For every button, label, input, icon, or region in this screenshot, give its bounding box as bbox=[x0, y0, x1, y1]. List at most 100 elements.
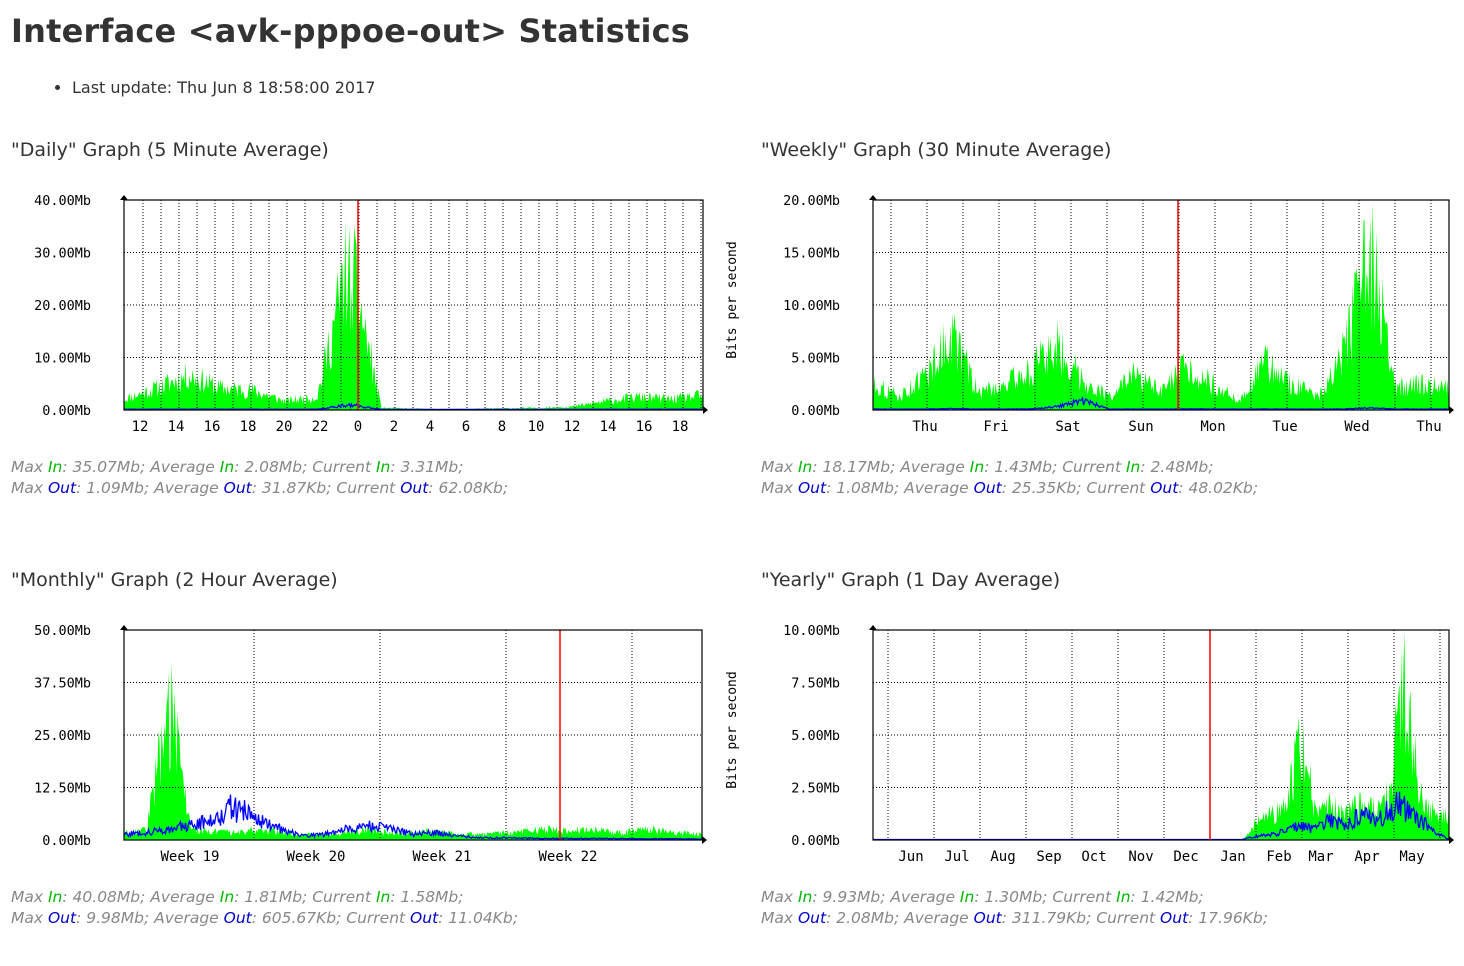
weekly-stats: Max In: 18.17Mb; Average In: 1.43Mb; Cur… bbox=[761, 457, 1258, 499]
daily-y-tick-label: 10.00Mb bbox=[34, 351, 91, 367]
weekly-x-tick-label: Mon bbox=[1200, 419, 1225, 435]
daily-x-tick-label: 14 bbox=[168, 419, 185, 435]
weekly-y-tick-label: 15.00Mb bbox=[783, 246, 840, 262]
daily-x-tick-label: 2 bbox=[390, 419, 398, 435]
yearly-x-tick-label: Sep bbox=[1036, 849, 1061, 865]
daily-x-tick-label: 18 bbox=[672, 419, 689, 435]
monthly-y-arrow bbox=[120, 625, 128, 630]
yearly-x-tick-label: Mar bbox=[1308, 849, 1333, 865]
yearly-x-tick-label: Jul bbox=[944, 849, 969, 865]
yearly-x-tick-label: Oct bbox=[1081, 849, 1106, 865]
monthly-series-out-line bbox=[123, 794, 702, 840]
monthly-stats-in: Max In: 40.08Mb; Average In: 1.81Mb; Cur… bbox=[11, 888, 464, 906]
monthly-x-arrow bbox=[702, 836, 707, 844]
monthly-x-tick-label: Week 20 bbox=[286, 849, 345, 865]
weekly-y-tick-label: 10.00Mb bbox=[783, 298, 840, 314]
daily-panel: "Daily" Graph (5 Minute Average) 0.00Mb 1… bbox=[11, 139, 731, 519]
yearly-graph-title: "Yearly" Graph (1 Day Average) bbox=[761, 569, 1061, 591]
daily-x-tick-label: 22 bbox=[312, 419, 329, 435]
weekly-x-tick-label: Sun bbox=[1128, 419, 1153, 435]
daily-x-tick-label: 6 bbox=[462, 419, 470, 435]
page-title: Interface <avk-pppoe-out> Statistics bbox=[11, 12, 691, 50]
monthly-panel: "Monthly" Graph (2 Hour Average) 0.00Mb 1… bbox=[11, 569, 731, 949]
daily-x-arrow bbox=[703, 406, 708, 414]
yearly-x-tick-label: Nov bbox=[1128, 849, 1153, 865]
monthly-y-tick-label: 25.00Mb bbox=[34, 728, 91, 744]
weekly-x-arrow bbox=[1449, 406, 1454, 414]
weekly-x-tick-label: Sat bbox=[1055, 419, 1080, 435]
monthly-stats: Max In: 40.08Mb; Average In: 1.81Mb; Cur… bbox=[11, 887, 518, 929]
yearly-stats: Max In: 9.93Mb; Average In: 1.30Mb; Curr… bbox=[761, 887, 1268, 929]
yearly-x-tick-label: May bbox=[1399, 849, 1424, 865]
daily-x-tick-label: 4 bbox=[426, 419, 434, 435]
daily-y-tick-label: 30.00Mb bbox=[34, 246, 91, 262]
weekly-y-tick-label: 5.00Mb bbox=[791, 351, 840, 367]
yearly-x-tick-label: Apr bbox=[1354, 849, 1379, 865]
yearly-y-arrow bbox=[869, 625, 877, 630]
daily-graph: 0.00Mb 10.00Mb 20.00Mb 30.00Mb 40.00Mb 12 14 16… bbox=[34, 193, 708, 435]
monthly-graph: 0.00Mb 12.50Mb 25.00Mb 37.50Mb 50.00Mb Week 1… bbox=[34, 623, 707, 865]
weekly-y-tick-label: 20.00Mb bbox=[783, 193, 840, 209]
daily-x-tick-label: 12 bbox=[132, 419, 149, 435]
yearly-x-tick-label: Feb bbox=[1266, 849, 1291, 865]
monthly-graph-title: "Monthly" Graph (2 Hour Average) bbox=[11, 569, 338, 591]
daily-x-tick-label: 0 bbox=[354, 419, 362, 435]
weekly-x-tick-label: Fri bbox=[983, 419, 1008, 435]
monthly-stats-out: Max Out: 9.98Mb; Average Out: 605.67Kb; … bbox=[11, 909, 518, 927]
weekly-y-arrow bbox=[869, 195, 877, 200]
yearly-y-tick-label: 7.50Mb bbox=[791, 676, 840, 692]
daily-x-tick-label: 8 bbox=[498, 419, 506, 435]
meta-list: Last update: Thu Jun 8 18:58:00 2017 bbox=[30, 78, 375, 97]
weekly-x-tick-label: Thu bbox=[1416, 419, 1441, 435]
yearly-x-tick-label: Aug bbox=[990, 849, 1015, 865]
yearly-graph: 0.00Mb 2.50Mb 5.00Mb 7.50Mb 10.00Mb Jun Jul Aug… bbox=[725, 623, 1454, 865]
yearly-y-tick-label: 0.00Mb bbox=[791, 833, 840, 849]
daily-x-tick-label: 10 bbox=[528, 419, 545, 435]
weekly-graph: 0.00Mb 5.00Mb 10.00Mb 15.00Mb 20.00Mb Thu Fri S… bbox=[725, 193, 1454, 435]
daily-y-tick-label: 0.00Mb bbox=[42, 403, 91, 419]
daily-x-tick-label: 16 bbox=[204, 419, 221, 435]
monthly-x-tick-label: Week 19 bbox=[160, 849, 219, 865]
daily-graph-title: "Daily" Graph (5 Minute Average) bbox=[11, 139, 329, 161]
yearly-x-tick-label: Dec bbox=[1173, 849, 1198, 865]
weekly-graph-title: "Weekly" Graph (30 Minute Average) bbox=[761, 139, 1112, 161]
daily-x-tick-label: 20 bbox=[276, 419, 293, 435]
weekly-series-in-area bbox=[873, 201, 1449, 410]
weekly-panel: "Weekly" Graph (30 Minute Average) 0.00M… bbox=[725, 139, 1464, 519]
yearly-panel: "Yearly" Graph (1 Day Average) 0.00Mb 2.5… bbox=[725, 569, 1464, 949]
weekly-series-out-line bbox=[873, 396, 1449, 410]
yearly-y-tick-label: 10.00Mb bbox=[783, 623, 840, 639]
daily-frame bbox=[123, 199, 704, 411]
daily-y-tick-label: 20.00Mb bbox=[34, 298, 91, 314]
yearly-x-arrow bbox=[1449, 836, 1454, 844]
monthly-y-tick-label: 37.50Mb bbox=[34, 676, 91, 692]
monthly-x-tick-label: Week 22 bbox=[538, 849, 597, 865]
yearly-frame bbox=[872, 629, 1450, 841]
weekly-stats-out: Max Out: 1.08Mb; Average Out: 25.35Kb; C… bbox=[761, 479, 1259, 497]
yearly-stats-in: Max In: 9.93Mb; Average In: 1.30Mb; Curr… bbox=[761, 888, 1204, 906]
daily-stats-out: Max Out: 1.09Mb; Average Out: 31.87Kb; C… bbox=[11, 479, 509, 497]
daily-stats-in: Max In: 35.07Mb; Average In: 2.08Mb; Cur… bbox=[11, 458, 464, 476]
last-update: Last update: Thu Jun 8 18:58:00 2017 bbox=[72, 78, 375, 97]
yearly-y-tick-label: 2.50Mb bbox=[791, 781, 840, 797]
weekly-x-tick-label: Wed bbox=[1344, 419, 1369, 435]
yearly-x-tick-label: Jun bbox=[898, 849, 923, 865]
weekly-x-tick-label: Thu bbox=[912, 419, 937, 435]
weekly-stats-in: Max In: 18.17Mb; Average In: 1.43Mb; Cur… bbox=[761, 458, 1214, 476]
monthly-series-in-area bbox=[124, 662, 702, 840]
daily-x-tick-label: 14 bbox=[600, 419, 617, 435]
weekly-y-axis-label: Bits per second bbox=[725, 241, 740, 358]
weekly-frame bbox=[872, 199, 1450, 411]
monthly-frame bbox=[123, 629, 703, 841]
daily-x-tick-label: 16 bbox=[636, 419, 653, 435]
monthly-y-tick-label: 50.00Mb bbox=[34, 623, 91, 639]
yearly-x-tick-label: Jan bbox=[1220, 849, 1245, 865]
weekly-x-tick-label: Tue bbox=[1272, 419, 1297, 435]
daily-series-out-line bbox=[124, 402, 703, 411]
daily-x-tick-label: 18 bbox=[240, 419, 257, 435]
monthly-x-tick-label: Week 21 bbox=[412, 849, 471, 865]
daily-y-arrow bbox=[120, 195, 128, 200]
daily-x-tick-label: 12 bbox=[564, 419, 581, 435]
yearly-y-axis-label: Bits per second bbox=[725, 671, 740, 788]
monthly-y-tick-label: 12.50Mb bbox=[34, 781, 91, 797]
